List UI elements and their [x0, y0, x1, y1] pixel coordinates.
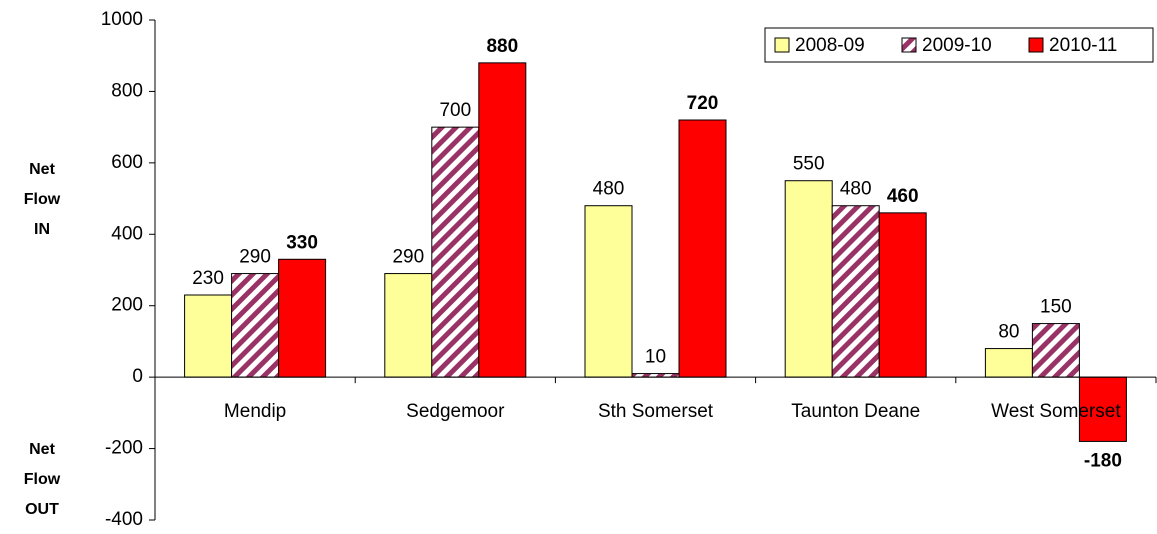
- y-tick-label: 200: [111, 295, 143, 316]
- bar: [584, 205, 633, 378]
- y-tick-label: 800: [111, 80, 143, 101]
- axis-annotation: OUT: [25, 501, 59, 518]
- data-label: 460: [887, 186, 919, 207]
- x-tick-label: Taunton Deane: [791, 401, 920, 422]
- data-label: 230: [192, 268, 224, 289]
- bar: [384, 273, 433, 378]
- axis-annotation: Net: [29, 441, 55, 458]
- legend-label: 2008-09: [795, 35, 865, 56]
- legend-swatch: [774, 37, 790, 53]
- x-tick-label: Sth Somerset: [598, 401, 714, 422]
- y-tick-label: 0: [132, 366, 143, 387]
- data-label: 80: [998, 322, 1019, 343]
- bar: [278, 258, 327, 378]
- y-tick-label: 400: [111, 223, 143, 244]
- axis-annotation: Flow: [24, 191, 61, 208]
- legend-box: [764, 27, 1154, 63]
- data-label: 880: [486, 36, 518, 57]
- bar: [431, 126, 480, 378]
- bar: [231, 273, 280, 378]
- data-label: 720: [687, 93, 719, 114]
- y-tick-label: -200: [105, 438, 143, 459]
- data-label: 480: [840, 179, 872, 200]
- data-label: 290: [239, 247, 271, 268]
- x-tick-label: Mendip: [224, 401, 286, 422]
- legend-label: 2009-10: [922, 35, 992, 56]
- bar: [1078, 376, 1127, 442]
- axis-annotation: IN: [34, 221, 50, 238]
- bar: [831, 205, 880, 378]
- data-label: 550: [793, 154, 825, 175]
- data-label: 10: [645, 347, 666, 368]
- legend-swatch: [901, 37, 917, 53]
- data-label: 480: [593, 179, 625, 200]
- x-tick-label: West Somerset: [991, 401, 1121, 422]
- y-tick-label: -400: [105, 509, 143, 530]
- bar: [878, 212, 927, 378]
- bar: [478, 62, 527, 378]
- legend-swatch: [1028, 37, 1044, 53]
- y-tick-label: 600: [111, 152, 143, 173]
- bar: [1031, 323, 1080, 378]
- x-tick-label: Sedgemoor: [406, 401, 505, 422]
- bar: [984, 348, 1033, 378]
- legend-label: 2010-11: [1049, 35, 1117, 56]
- bar: [678, 119, 727, 378]
- bar: [784, 180, 833, 378]
- data-label: 150: [1040, 297, 1072, 318]
- data-label: 700: [439, 100, 471, 121]
- bar: [631, 373, 680, 378]
- data-label: 290: [392, 247, 424, 268]
- axis-annotation: Net: [29, 161, 55, 178]
- bar: [184, 294, 233, 378]
- data-label: -180: [1084, 450, 1122, 471]
- y-tick-label: 1000: [101, 9, 143, 30]
- axis-annotation: Flow: [24, 471, 61, 488]
- data-label: 330: [286, 232, 318, 253]
